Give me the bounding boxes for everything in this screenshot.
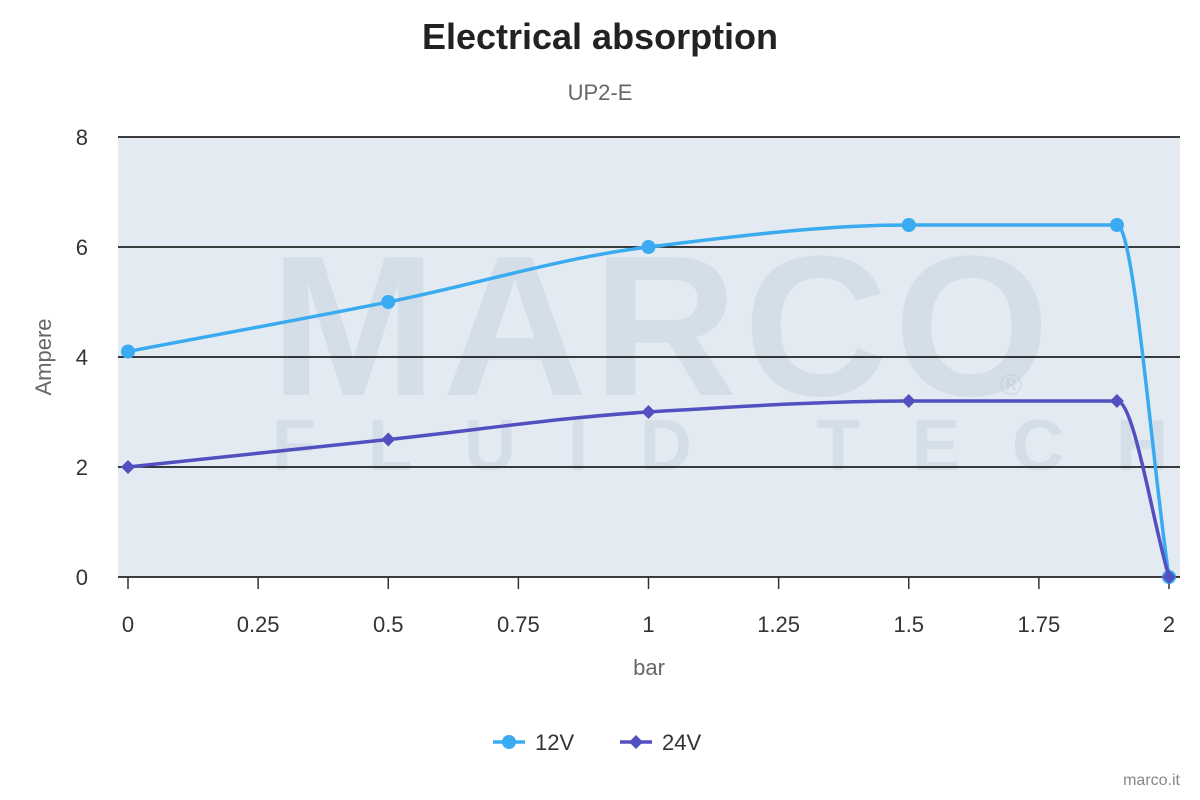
x-tick-label: 0 [122, 612, 134, 637]
legend-label: 12V [535, 730, 574, 755]
x-tick-label: 2 [1163, 612, 1175, 637]
x-tick-label: 1 [642, 612, 654, 637]
legend-item-12V[interactable]: 12V [493, 730, 574, 755]
watermark: MARCO ® FLUID TECH [270, 215, 1200, 486]
series-line [127, 223, 1171, 578]
data-point[interactable] [381, 432, 396, 447]
y-tick-label: 0 [76, 565, 88, 590]
data-point[interactable] [641, 240, 656, 254]
data-point[interactable] [1162, 570, 1176, 584]
x-axis-title: bar [633, 655, 665, 680]
data-point[interactable] [121, 460, 135, 474]
legend-label: 24V [662, 730, 701, 755]
legend-marker[interactable] [502, 735, 516, 749]
x-tick-label: 0.5 [373, 612, 404, 637]
series-layer [121, 218, 1176, 584]
x-tick-label: 1.75 [1017, 612, 1060, 637]
x-tick-label: 0.25 [237, 612, 280, 637]
data-point[interactable] [901, 394, 916, 408]
x-tick-label: 1.5 [893, 612, 924, 637]
y-tick-label: 6 [76, 235, 88, 260]
legend: 12V 24V [493, 730, 701, 755]
watermark-brand: MARCO [270, 215, 1055, 438]
x-axis: 0 0.25 0.5 0.75 1 1.25 1.5 1.75 2 [122, 577, 1175, 637]
legend-item-24V[interactable]: 24V [620, 730, 701, 755]
data-point[interactable] [901, 218, 916, 232]
data-point[interactable] [641, 405, 656, 419]
y-tick-label: 2 [76, 455, 88, 480]
data-point[interactable] [121, 344, 135, 359]
y-tick-label: 4 [76, 345, 88, 370]
x-tick-label: 1.25 [757, 612, 800, 637]
legend-marker[interactable] [629, 735, 643, 749]
chart-title: Electrical absorption [422, 16, 778, 57]
y-tick-label: 8 [76, 125, 88, 150]
y-axis-title: Ampere [31, 318, 56, 395]
chart-subtitle: UP2-E [568, 80, 633, 105]
data-point[interactable] [381, 295, 396, 309]
watermark-registered: ® [1000, 369, 1022, 402]
watermark-tagline: FLUID TECH [272, 406, 1200, 486]
y-axis: 0 2 4 6 8 [76, 125, 88, 590]
series-24V [121, 394, 1176, 584]
x-tick-label: 0.75 [497, 612, 540, 637]
credit-link[interactable]: marco.it [1123, 772, 1180, 789]
data-point[interactable] [1109, 394, 1124, 408]
series-12V [121, 218, 1176, 584]
data-point[interactable] [1109, 218, 1124, 232]
